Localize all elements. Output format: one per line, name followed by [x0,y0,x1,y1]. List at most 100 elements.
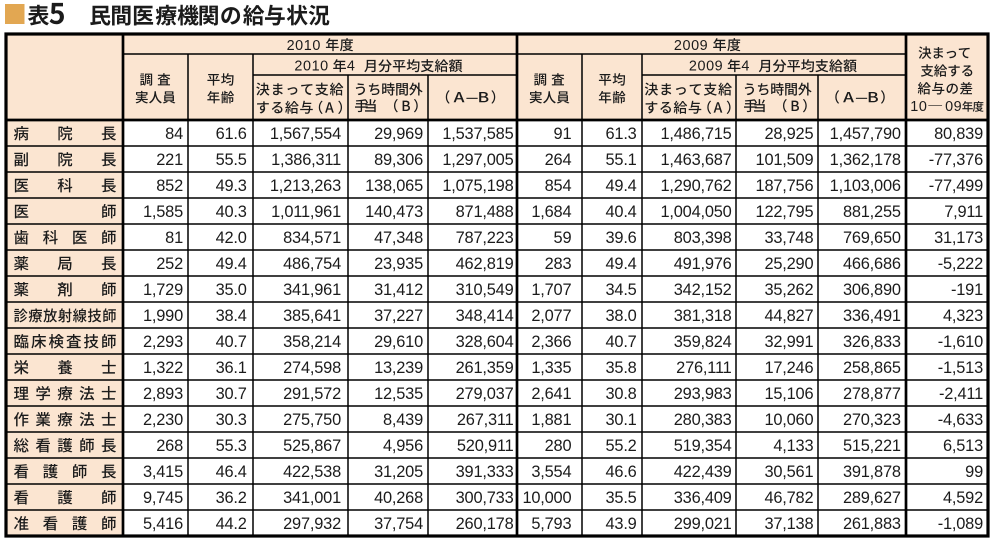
svg-text:36.1: 36.1 [216,359,247,377]
svg-text:2010: 2010 [287,38,321,54]
svg-text:1,457,790: 1,457,790 [830,125,901,143]
svg-text:-1,610: -1,610 [938,333,983,351]
svg-text:49.4: 49.4 [216,255,247,273]
svg-text:35.8: 35.8 [605,359,636,377]
svg-text:359,824: 359,824 [674,333,732,351]
svg-text:1,537,585: 1,537,585 [442,125,513,143]
svg-text:8,439: 8,439 [383,411,423,429]
svg-text:31,173: 31,173 [934,229,983,247]
svg-text:276,111: 276,111 [676,359,731,377]
svg-text:44,827: 44,827 [764,307,813,325]
svg-text:2,077: 2,077 [531,307,571,325]
svg-text:47,348: 47,348 [374,229,423,247]
svg-text:2,366: 2,366 [531,333,571,351]
svg-text:55.2: 55.2 [605,437,636,455]
svg-text:-191: -191 [951,281,983,299]
svg-text:297,932: 297,932 [283,515,341,533]
svg-text:1,881: 1,881 [531,411,571,429]
svg-text:49.4: 49.4 [605,177,636,195]
svg-text:1,004,050: 1,004,050 [660,203,731,221]
svg-text:260,178: 260,178 [456,515,514,533]
svg-text:36.2: 36.2 [216,489,247,507]
svg-text:6,513: 6,513 [943,437,983,455]
svg-text:1,386,311: 1,386,311 [271,151,341,169]
svg-text:261,883: 261,883 [843,515,901,533]
svg-text:40.7: 40.7 [216,333,247,351]
svg-text:80,839: 80,839 [934,125,983,143]
svg-text:291,572: 291,572 [283,385,341,403]
svg-text:1,011,961: 1,011,961 [271,203,341,221]
svg-text:187,756: 187,756 [756,177,814,195]
svg-text:29,969: 29,969 [374,125,423,143]
svg-text:1,707: 1,707 [531,281,571,299]
svg-text:326,833: 326,833 [843,333,901,351]
svg-text:1,463,687: 1,463,687 [660,151,731,169]
svg-text:278,877: 278,877 [843,385,901,403]
svg-text:328,604: 328,604 [456,333,514,351]
svg-text:35,262: 35,262 [764,281,813,299]
svg-text:2,893: 2,893 [143,385,183,403]
svg-text:391,878: 391,878 [843,463,901,481]
svg-text:1,684: 1,684 [531,203,571,221]
svg-text:2,641: 2,641 [531,385,571,403]
svg-text:422,439: 422,439 [674,463,732,481]
svg-text:299,021: 299,021 [674,515,732,533]
svg-text:-77,376: -77,376 [929,151,983,169]
svg-text:5,416: 5,416 [143,515,183,533]
svg-text:422,538: 422,538 [283,463,341,481]
svg-text:4,956: 4,956 [383,437,423,455]
svg-text:-77,499: -77,499 [929,177,983,195]
svg-text:280,383: 280,383 [674,411,732,429]
svg-text:466,686: 466,686 [843,255,901,273]
svg-text:803,398: 803,398 [674,229,732,247]
svg-text:2,293: 2,293 [143,333,183,351]
svg-text:491,976: 491,976 [674,255,732,273]
svg-text:28,925: 28,925 [764,125,813,143]
svg-text:55.3: 55.3 [216,437,247,455]
svg-text:385,641: 385,641 [283,307,341,325]
svg-text:40.3: 40.3 [216,203,247,221]
svg-text:1,213,263: 1,213,263 [270,177,341,195]
svg-text:261,359: 261,359 [456,359,514,377]
svg-text:871,488: 871,488 [456,203,514,221]
svg-text:-2,411: -2,411 [939,385,983,403]
svg-text:-4,633: -4,633 [938,411,983,429]
svg-text:391,333: 391,333 [456,463,514,481]
svg-text:10,060: 10,060 [764,411,813,429]
svg-text:09: 09 [945,99,962,115]
svg-text:55.5: 55.5 [216,151,247,169]
svg-text:2009: 2009 [674,38,708,54]
svg-text:834,571: 834,571 [283,229,341,247]
svg-text:1,335: 1,335 [531,359,571,377]
svg-text:486,754: 486,754 [283,255,341,273]
svg-text:1,585: 1,585 [143,203,183,221]
svg-text:852: 852 [156,177,183,195]
svg-text:3,415: 3,415 [143,463,183,481]
svg-text:1,729: 1,729 [143,281,183,299]
svg-text:122,795: 122,795 [756,203,814,221]
svg-text:310,549: 310,549 [456,281,514,299]
svg-text:-5,222: -5,222 [938,255,983,273]
svg-text:38.4: 38.4 [216,307,247,325]
svg-text:17,246: 17,246 [764,359,813,377]
svg-text:39.6: 39.6 [605,229,636,247]
svg-text:787,223: 787,223 [456,229,514,247]
svg-text:520,911: 520,911 [457,437,514,455]
svg-text:341,961: 341,961 [283,281,341,299]
svg-text:59: 59 [554,229,572,247]
svg-text:300,733: 300,733 [456,489,514,507]
svg-text:99: 99 [965,463,983,481]
svg-text:30.1: 30.1 [605,411,636,429]
svg-text:270,323: 270,323 [843,411,901,429]
svg-text:12,535: 12,535 [374,385,423,403]
svg-text:358,214: 358,214 [283,333,341,351]
svg-text:252: 252 [156,255,183,273]
svg-text:519,354: 519,354 [674,437,732,455]
svg-text:289,627: 289,627 [843,489,901,507]
svg-text:275,750: 275,750 [283,411,341,429]
svg-text:89,306: 89,306 [374,151,423,169]
svg-text:306,890: 306,890 [843,281,901,299]
svg-text:140,473: 140,473 [365,203,423,221]
svg-text:30.3: 30.3 [216,411,247,429]
svg-text:32,991: 32,991 [764,333,813,351]
